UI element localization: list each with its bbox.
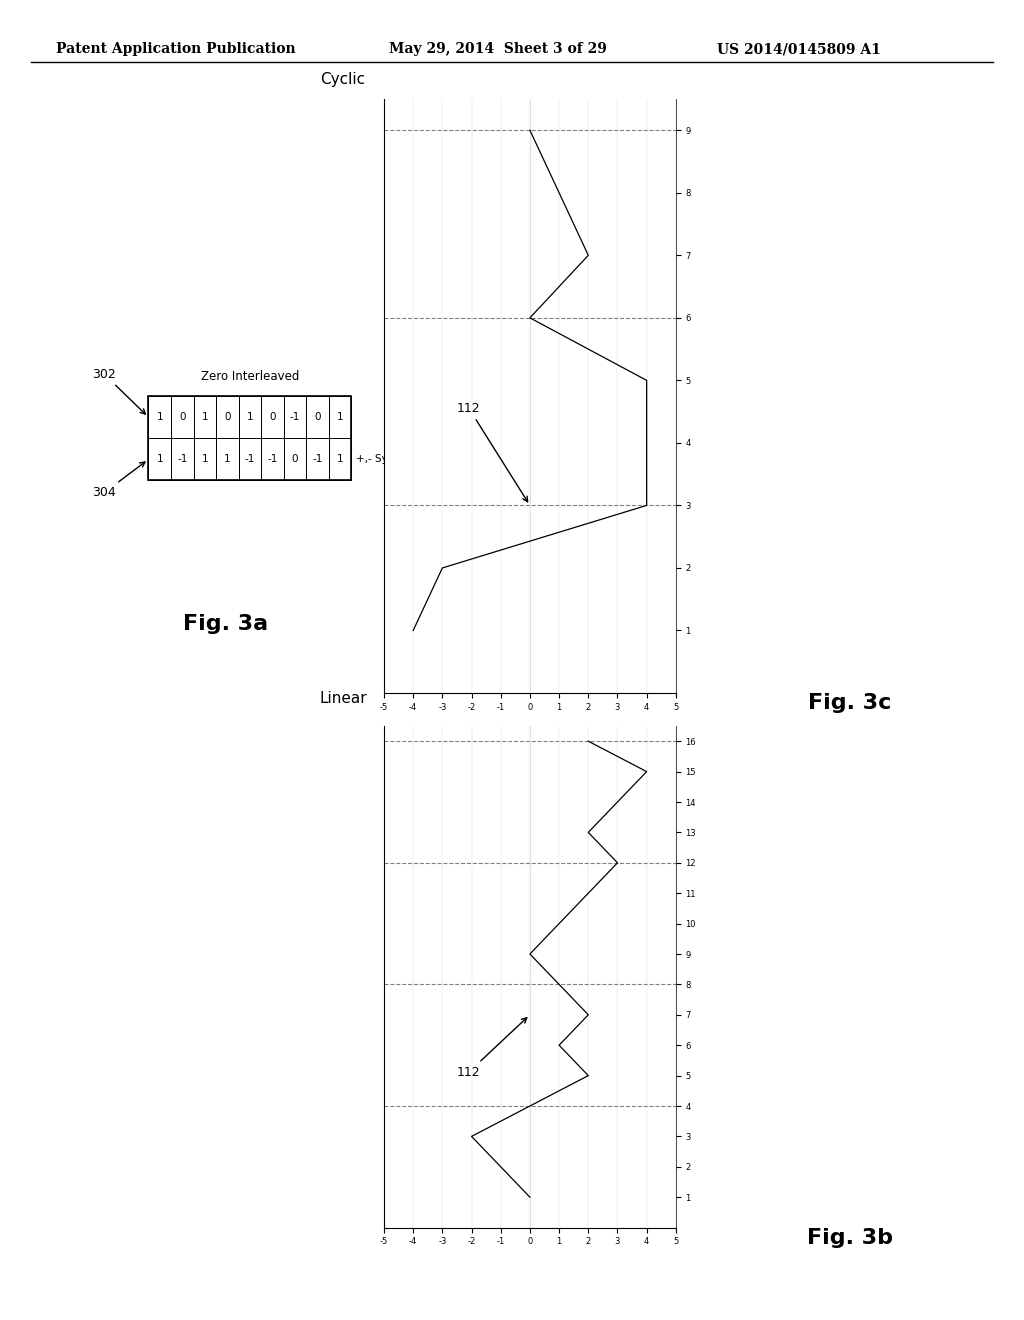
Bar (306, 396, 329, 438)
Text: 304: 304 (92, 462, 145, 499)
Text: 1: 1 (337, 454, 343, 465)
Text: 0: 0 (179, 412, 185, 422)
Bar (329, 396, 351, 438)
Text: Cyclic: Cyclic (319, 73, 365, 87)
Text: May 29, 2014  Sheet 3 of 29: May 29, 2014 Sheet 3 of 29 (389, 42, 607, 57)
Bar (261, 438, 284, 480)
Text: 1: 1 (157, 412, 163, 422)
Bar (194, 396, 216, 438)
Text: Fig. 3c: Fig. 3c (808, 693, 892, 713)
Text: -1: -1 (290, 412, 300, 422)
Text: Fig. 3a: Fig. 3a (182, 614, 268, 634)
Text: -1: -1 (177, 454, 187, 465)
Text: 0: 0 (269, 412, 275, 422)
Text: 112: 112 (457, 401, 527, 502)
Bar (148, 438, 171, 480)
Text: 1: 1 (202, 454, 208, 465)
Text: Fig. 3b: Fig. 3b (807, 1228, 893, 1247)
Text: 1: 1 (224, 454, 230, 465)
Text: +,- Symbol: +,- Symbol (356, 454, 415, 465)
Bar (148, 396, 351, 480)
Bar (306, 438, 329, 480)
Bar (329, 438, 351, 480)
Text: 302: 302 (92, 367, 145, 414)
Text: -1: -1 (312, 454, 323, 465)
Bar (148, 396, 171, 438)
Text: Zero Interleaved: Zero Interleaved (201, 370, 299, 383)
Bar (261, 396, 284, 438)
Text: 0: 0 (314, 412, 321, 422)
Bar (194, 438, 216, 480)
Text: 1: 1 (157, 454, 163, 465)
Text: 1: 1 (337, 412, 343, 422)
Text: 1: 1 (202, 412, 208, 422)
Bar (216, 438, 239, 480)
Text: -1: -1 (267, 454, 278, 465)
Bar (171, 438, 194, 480)
Text: 0: 0 (292, 454, 298, 465)
Text: 1: 1 (247, 412, 253, 422)
Text: 112: 112 (457, 1018, 526, 1078)
Bar (171, 396, 194, 438)
Text: US 2014/0145809 A1: US 2014/0145809 A1 (717, 42, 881, 57)
Bar (239, 438, 261, 480)
Text: 0: 0 (224, 412, 230, 422)
Bar (284, 396, 306, 438)
Bar (284, 438, 306, 480)
Bar (239, 396, 261, 438)
Text: Linear: Linear (319, 690, 368, 706)
Bar (216, 396, 239, 438)
Text: -1: -1 (245, 454, 255, 465)
Text: Patent Application Publication: Patent Application Publication (56, 42, 296, 57)
